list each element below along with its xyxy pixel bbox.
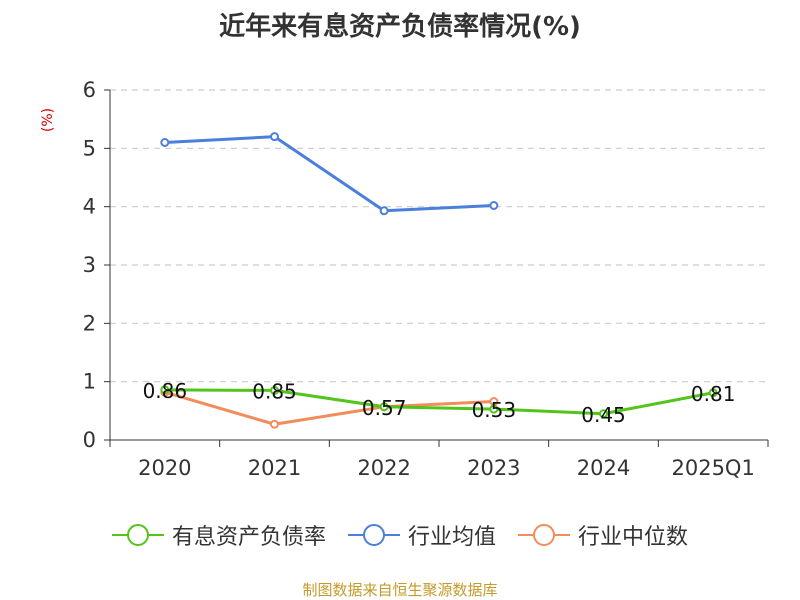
legend-marker-icon — [518, 523, 570, 547]
x-tick-label: 2025Q1 — [671, 456, 754, 480]
x-tick-label: 2024 — [577, 456, 630, 480]
y-tick-label: 2 — [83, 311, 96, 335]
y-tick-label: 5 — [83, 136, 96, 160]
data-point — [599, 409, 608, 419]
legend-label: 行业中位数 — [578, 525, 689, 550]
legend-item[interactable]: 行业均值 — [347, 519, 496, 551]
data-point — [270, 132, 279, 142]
legend-marker-icon — [111, 523, 164, 547]
series-line — [164, 390, 494, 426]
data-point — [270, 385, 279, 395]
data-point — [379, 402, 389, 412]
x-tick-label: 2022 — [357, 456, 410, 480]
legend-label: 行业均值 — [407, 525, 496, 550]
data-point — [489, 201, 499, 210]
data-point — [489, 404, 499, 414]
data-label: 0.85 — [252, 379, 297, 403]
legend-item[interactable]: 行业中位数 — [518, 519, 688, 551]
data-label: 0.86 — [143, 379, 188, 403]
chart-title: 近年来有息资产负债率情况(%) — [219, 12, 581, 42]
source-note: 制图数据来自恒生聚源数据库 — [302, 581, 498, 599]
data-label: 0.57 — [362, 396, 407, 420]
data-label: 0.81 — [691, 382, 736, 406]
legend: 有息资产负债率 行业均值 行业中位数 — [0, 519, 800, 551]
legend-label: 有息资产负债率 — [171, 525, 326, 550]
x-tick-label: 2020 — [138, 456, 191, 480]
y-tick-label: 4 — [83, 195, 96, 219]
data-point — [270, 419, 279, 429]
legend-item[interactable]: 有息资产负债率 — [111, 519, 326, 551]
y-tick-label: 3 — [83, 253, 96, 277]
x-tick-label: 2023 — [467, 456, 520, 480]
series-line — [164, 388, 714, 416]
data-point — [708, 388, 718, 398]
data-point — [379, 206, 389, 216]
y-tick-label: 1 — [83, 370, 96, 394]
x-tick-label: 2021 — [248, 456, 301, 480]
data-point — [160, 138, 170, 147]
data-label: 0.45 — [581, 403, 626, 427]
series-line — [164, 135, 494, 213]
y-tick-label: 6 — [83, 78, 96, 102]
data-label: 0.53 — [472, 398, 517, 422]
data-point — [160, 385, 170, 395]
y-tick-label: 0 — [83, 428, 96, 452]
legend-marker-icon — [347, 523, 400, 547]
